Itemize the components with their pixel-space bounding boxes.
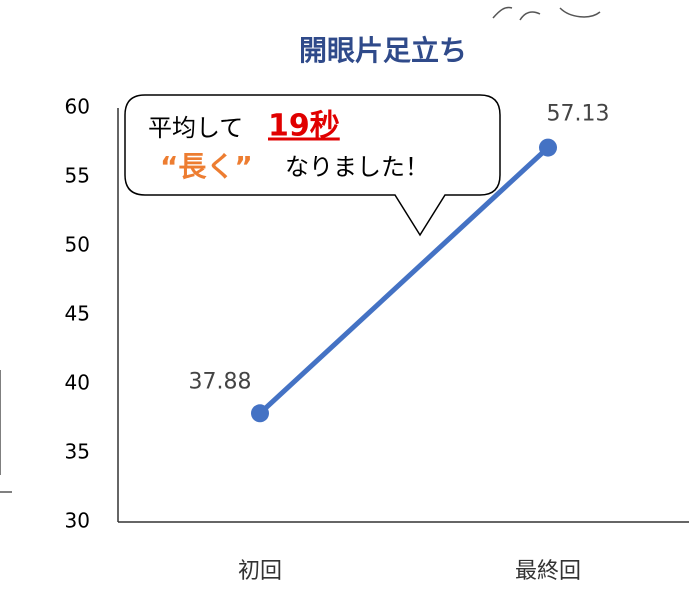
annotation-text: 平均して bbox=[148, 114, 243, 142]
annotation-emphasis: “長く” bbox=[160, 150, 253, 183]
y-tick-label: 60 bbox=[65, 95, 90, 119]
x-tick-label: 最終回 bbox=[515, 559, 581, 584]
chart: 開眼片足立ち 30 35 40 45 50 55 60 初回 最終回 37.88 57.13 平均し… bbox=[0, 0, 689, 606]
callout: 平均して 19秒 “長く” なりました！ bbox=[125, 95, 500, 235]
data-label: 37.88 bbox=[189, 369, 252, 394]
y-tick-label: 35 bbox=[65, 440, 90, 464]
x-tick-label: 初回 bbox=[238, 559, 282, 584]
data-label: 57.13 bbox=[547, 102, 610, 127]
y-tick-label: 40 bbox=[65, 371, 90, 395]
decoration bbox=[0, 7, 600, 492]
y-tick-label: 55 bbox=[65, 164, 90, 188]
y-tick-label: 30 bbox=[65, 509, 90, 533]
annotation-text: なりました！ bbox=[285, 153, 429, 181]
point bbox=[251, 404, 269, 422]
point bbox=[539, 139, 557, 157]
y-tick-label: 50 bbox=[65, 233, 90, 257]
chart-title: 開眼片足立ち bbox=[299, 34, 467, 67]
y-tick-label: 45 bbox=[65, 302, 90, 326]
annotation-highlight: 19秒 bbox=[268, 109, 340, 144]
